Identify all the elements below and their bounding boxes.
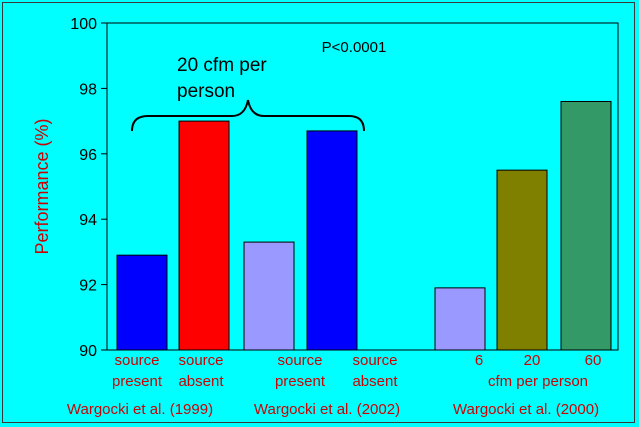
category-label: source: [277, 352, 322, 369]
category-label: source: [352, 352, 397, 369]
bar-2: [178, 120, 230, 351]
labels: Performance (%) source present source absent…: [32, 39, 601, 418]
y-tick-label: 98: [79, 81, 97, 98]
category-label: 20: [524, 352, 541, 369]
plot-area: [106, 22, 619, 351]
bar-1: [116, 254, 168, 351]
p-value-annotation: P<0.0001: [322, 39, 387, 56]
bracket-label: person: [177, 81, 235, 102]
y-axis-label: Performance (%): [32, 118, 52, 254]
category-label: source: [114, 352, 159, 369]
cfm-axis-label: cfm per person: [488, 373, 588, 390]
category-label: present: [112, 373, 163, 390]
study-label: Wargocki et al. (2002): [254, 401, 400, 418]
category-label: source: [178, 352, 223, 369]
study-label: Wargocki et al. (2000): [453, 401, 599, 418]
y-tick-label: 100: [70, 16, 97, 33]
y-tick-label: 96: [79, 147, 97, 164]
y-tick-label: 92: [79, 278, 97, 295]
study-label: Wargocki et al. (1999): [67, 401, 213, 418]
bar-4: [306, 130, 358, 351]
y-tick-label: 90: [79, 343, 97, 360]
bracket-label: 20 cfm per: [177, 55, 267, 76]
bar-5: [434, 287, 486, 351]
category-label: absent: [178, 373, 224, 390]
category-label: present: [275, 373, 326, 390]
bar-6: [496, 169, 548, 351]
bars: [116, 100, 612, 351]
category-label: 6: [475, 352, 483, 369]
bar-7: [560, 100, 612, 351]
category-label: absent: [352, 373, 398, 390]
category-label: 60: [585, 352, 602, 369]
bar-3: [243, 241, 295, 351]
axes: 90 92 94 96 98 100: [70, 16, 619, 360]
curly-brace: [131, 99, 365, 132]
y-tick-label: 94: [79, 212, 97, 229]
